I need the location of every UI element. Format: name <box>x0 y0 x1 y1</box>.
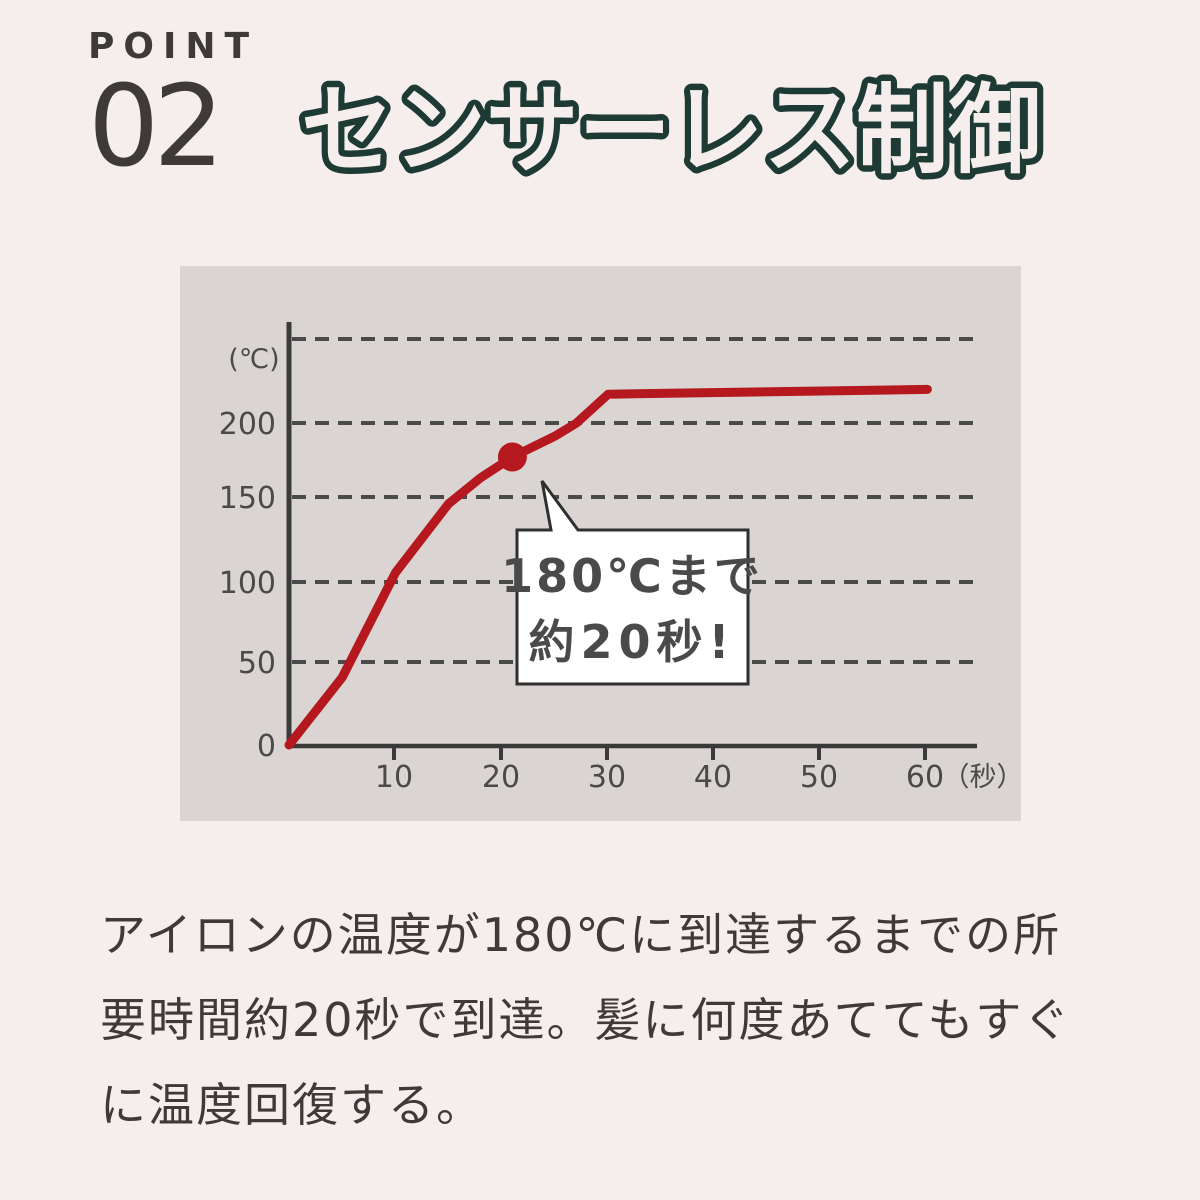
y-tick-200: 200 <box>219 407 276 442</box>
point-number: 02 <box>88 62 225 192</box>
description-line-2: 要時間約20秒で到達。髪に何度あててもすぐ <box>100 993 1072 1047</box>
x-tick-50: 50 <box>800 760 838 795</box>
y-tick-100: 100 <box>219 566 276 601</box>
temperature-curve <box>284 384 932 750</box>
data-point-marker <box>497 442 527 472</box>
page-title-text: センサーレス制御 <box>301 74 1041 187</box>
x-axis-unit-label: （秒） <box>943 762 1022 793</box>
x-tick-60: 60 <box>906 760 944 795</box>
y-tick-50: 50 <box>238 646 276 681</box>
x-tick-40: 40 <box>694 760 732 795</box>
x-tick-10: 10 <box>375 760 413 795</box>
x-tick-30: 30 <box>588 760 626 795</box>
y-tick-labels: 200 150 100 50 0 <box>219 407 276 764</box>
point-block: POINT 02 <box>88 26 258 187</box>
x-tick-marks <box>392 748 927 760</box>
temperature-chart-svg: 200 150 100 50 0 (℃) 10 20 30 40 50 60 （… <box>219 322 1022 795</box>
temperature-chart: 200 150 100 50 0 (℃) 10 20 30 40 50 60 （… <box>180 266 1021 821</box>
page-title: センサーレス制御 <box>295 68 1048 194</box>
description-line-1: アイロンの温度が180℃に到達するまでの所 <box>100 908 1062 962</box>
callout-line-2: 約20秒! <box>529 615 736 669</box>
callout-bubble <box>515 480 750 686</box>
x-tick-labels: 10 20 30 40 50 60 <box>375 760 944 795</box>
y-tick-0: 0 <box>257 729 276 764</box>
callout-line-1: 180℃まで <box>501 549 763 603</box>
y-tick-150: 150 <box>219 481 276 516</box>
point-label: POINT <box>88 26 259 67</box>
x-tick-20: 20 <box>482 760 520 795</box>
y-axis-unit-label: (℃) <box>228 344 279 375</box>
description: アイロンの温度が180℃に到達するまでの所 要時間約20秒で到達。髪に何度あてて… <box>100 893 1140 1148</box>
description-line-3: に温度回復する。 <box>100 1078 484 1132</box>
